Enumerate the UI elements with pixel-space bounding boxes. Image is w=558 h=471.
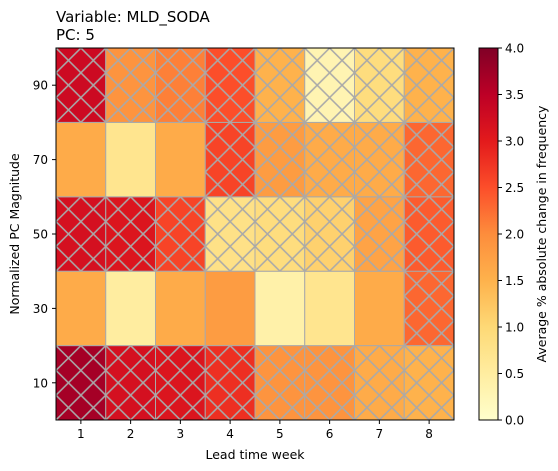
colorbar-tick-label: 2.5 <box>505 181 524 195</box>
hatch-overlay <box>354 196 405 272</box>
hatch-overlay <box>304 345 355 420</box>
hatch-overlay <box>155 48 206 123</box>
colorbar-tick-label: 0.0 <box>505 414 524 428</box>
hatch-overlay <box>255 122 305 197</box>
hatch-overlay <box>255 48 305 123</box>
heatmap-cell <box>304 270 355 347</box>
hatch-overlay <box>105 48 156 123</box>
hatch-overlay <box>304 196 355 272</box>
x-tick-label: 2 <box>127 427 135 441</box>
x-tick-label: 7 <box>376 427 384 441</box>
y-tick-label: 50 <box>33 228 48 242</box>
y-axis-ticks: 10 30 50 70 90 <box>33 79 56 390</box>
x-tick-label: 3 <box>177 427 185 441</box>
x-tick-label: 8 <box>425 427 433 441</box>
y-tick-label: 10 <box>33 376 48 390</box>
hatch-overlay <box>354 345 405 420</box>
y-tick-label: 70 <box>33 153 48 167</box>
x-axis-ticks: 1 2 3 4 5 6 7 8 <box>77 420 433 441</box>
chart-title-line1: Variable: MLD_SODA <box>56 8 211 27</box>
y-tick-label: 30 <box>33 302 48 316</box>
heatmap-cell <box>155 270 206 347</box>
hatch-overlay <box>205 345 255 420</box>
hatch-overlay <box>255 345 305 420</box>
hatch-overlay <box>205 122 255 197</box>
x-axis-label: Lead time week <box>205 447 305 462</box>
hatch-overlay <box>404 345 454 420</box>
heatmap-cell <box>354 270 405 347</box>
colorbar-label: Average % absolute change in frequency <box>534 105 549 363</box>
hatch-overlay <box>205 196 255 272</box>
colorbar-tick-label: 2.0 <box>505 228 524 242</box>
x-tick-label: 5 <box>276 427 284 441</box>
hatch-overlay <box>105 196 156 272</box>
hatch-overlay <box>255 196 305 272</box>
heatmap-cell <box>105 121 156 198</box>
hatch-overlay <box>56 48 106 123</box>
hatch-overlay <box>404 122 454 197</box>
heatmap-cell <box>105 270 156 347</box>
colorbar-tick-label: 4.0 <box>505 42 524 56</box>
hatch-overlay <box>404 271 454 346</box>
heatmap-cell <box>254 270 306 347</box>
x-tick-label: 4 <box>226 427 234 441</box>
heatmap-cell <box>55 121 107 198</box>
heatmap-cells <box>55 47 455 421</box>
hatch-overlay <box>354 48 405 123</box>
hatch-overlay <box>155 345 206 420</box>
hatch-overlay <box>105 345 156 420</box>
hatch-overlay <box>205 48 255 123</box>
colorbar-gradient <box>478 47 499 421</box>
x-tick-label: 1 <box>77 427 85 441</box>
colorbar-tick-label: 3.5 <box>505 88 524 102</box>
hatch-overlay <box>56 196 106 272</box>
heatmap-cell <box>55 270 107 347</box>
hatch-overlay <box>404 48 454 123</box>
hatch-overlay <box>304 48 355 123</box>
colorbar: 0.0 0.5 1.0 1.5 2.0 2.5 3.0 3.5 4.0 <box>478 42 524 428</box>
colorbar-tick-label: 3.0 <box>505 135 524 149</box>
hatch-overlay <box>354 122 405 197</box>
hatch-overlay <box>304 122 355 197</box>
chart-title-line2: PC: 5 <box>56 26 95 44</box>
heatmap-cell <box>155 121 206 198</box>
heatmap-cell <box>204 270 256 347</box>
colorbar-tick-label: 0.5 <box>505 367 524 381</box>
hatch-overlay <box>155 196 206 272</box>
x-tick-label: 6 <box>326 427 334 441</box>
colorbar-tick-label: 1.0 <box>505 321 524 335</box>
hatch-overlay <box>404 196 454 272</box>
y-axis-label: Normalized PC Magnitude <box>7 153 22 315</box>
y-tick-label: 90 <box>33 79 48 93</box>
hatch-overlay <box>56 345 106 420</box>
colorbar-tick-label: 1.5 <box>505 274 524 288</box>
